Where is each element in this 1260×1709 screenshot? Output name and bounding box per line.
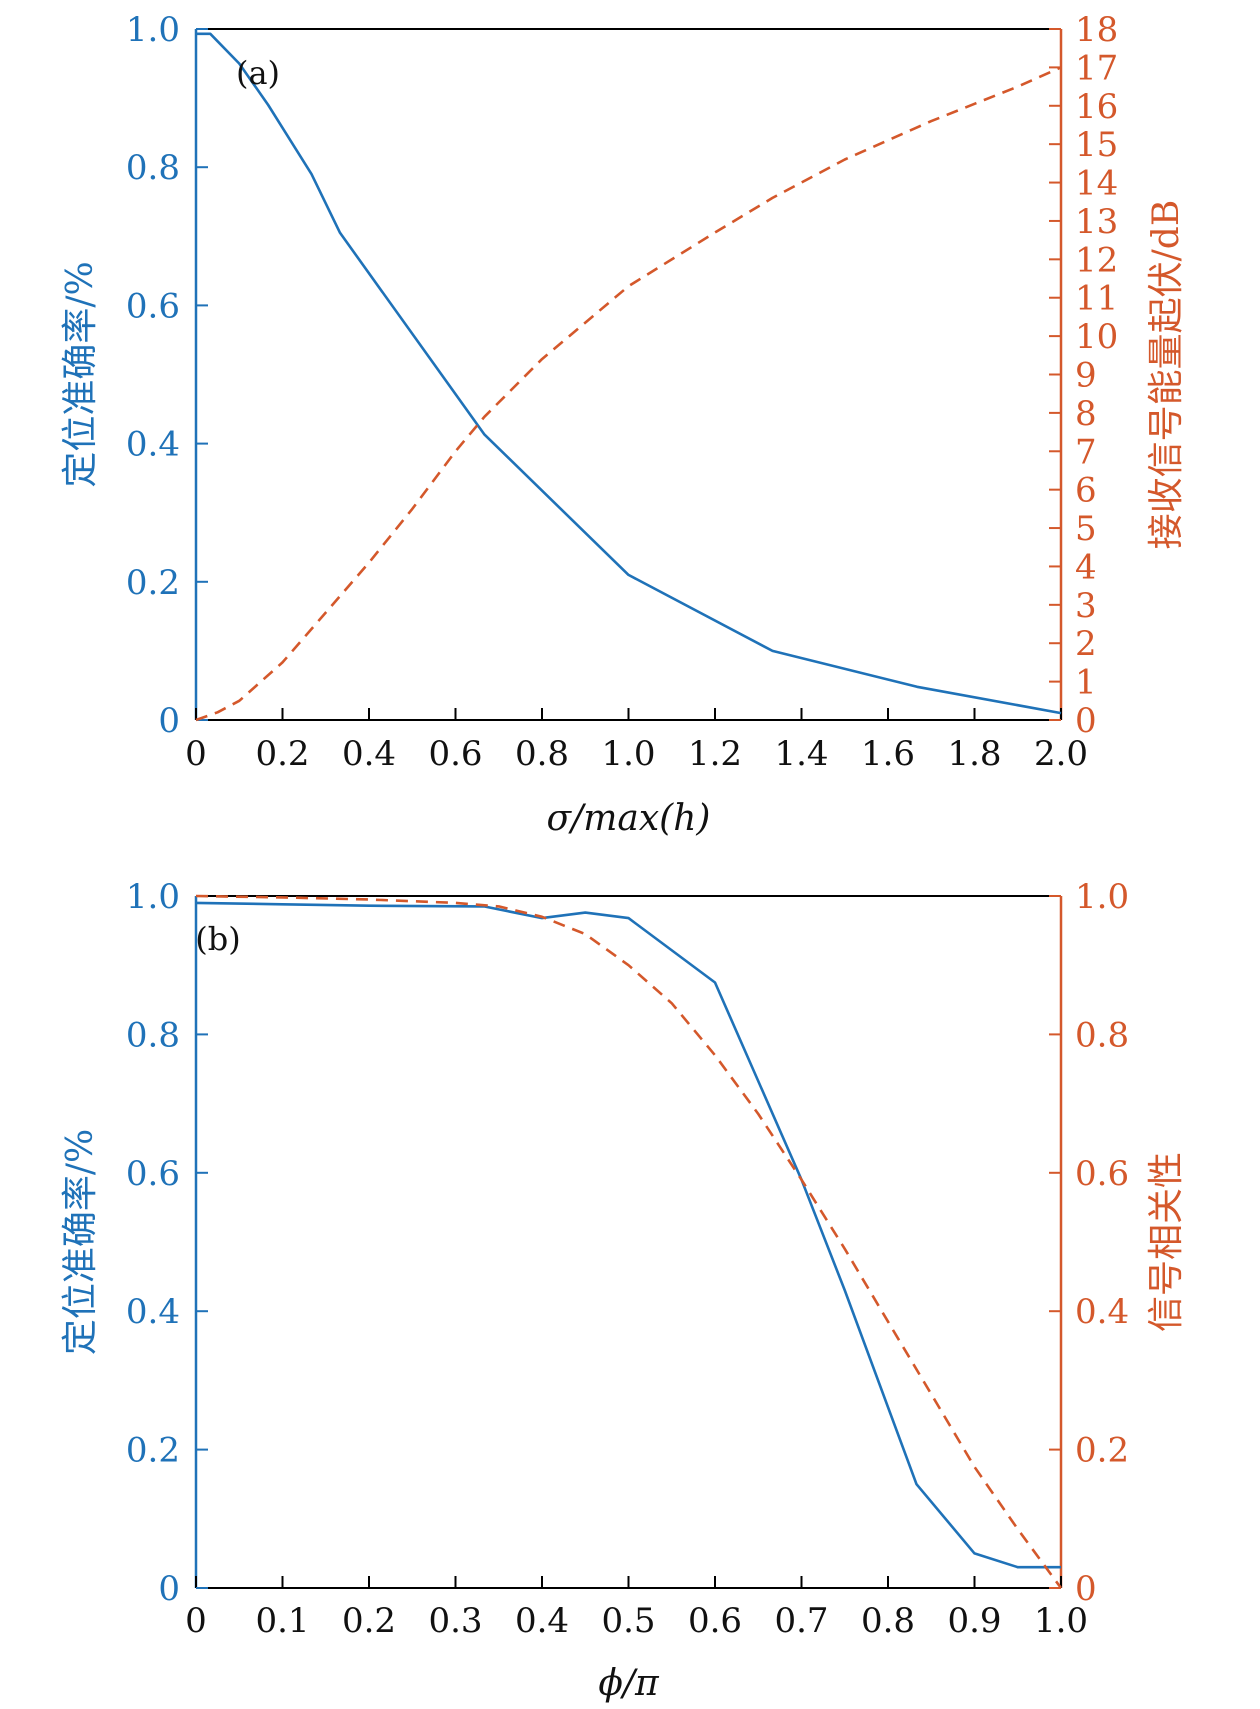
right-y-tick-label: 14 [1075,164,1118,204]
right-y-tick-label: 17 [1075,48,1118,88]
right-y-tick-label: 8 [1075,394,1097,434]
x-tick-label: 0.7 [774,1601,828,1641]
left-y-axis-title: 定位准确率/% [60,1129,101,1355]
x-tick-label: 0.8 [861,1601,915,1641]
right-y-tick-label: 13 [1075,202,1118,242]
x-tick-label: 0 [185,1601,207,1641]
x-tick-label: 0.4 [342,734,396,774]
right-y-tick-label: 16 [1075,87,1118,127]
right-y-axis-title: 信号相关性 [1146,1152,1187,1332]
right-y-tick-label: 0 [1075,1569,1097,1609]
series-line-accuracy [196,32,1062,715]
right-y-tick-label: 1 [1075,663,1097,703]
x-tick-label: 2.0 [1034,734,1088,774]
panel-label: (b) [195,920,240,958]
right-y-tick-label: 7 [1075,432,1097,472]
left-y-tick-label: 0 [158,701,180,741]
left-y-tick-label: 0.8 [126,1015,180,1055]
right-y-axis-title: 接收信号能量起伏/dB [1146,200,1187,550]
left-y-tick-label: 0.6 [126,286,180,326]
left-y-tick-label: 0.4 [126,425,180,465]
right-y-tick-label: 0.8 [1075,1015,1129,1055]
x-tick-label: 0.6 [688,1601,742,1641]
x-axis-title: ϕ/π [598,1663,660,1704]
right-y-tick-label: 1.0 [1075,877,1129,917]
x-tick-label: 0.4 [515,1601,569,1641]
x-tick-label: 0.5 [601,1601,655,1641]
x-tick-label: 1.0 [601,734,655,774]
panel-a: 0 0.2 0.4 0.6 0.8 1.0 1.2 1.4 1.6 1.8 2.000.20.40.… [60,10,1187,839]
x-tick-label: 1.8 [947,734,1001,774]
right-y-tick-label: 11 [1075,279,1118,319]
x-tick-label: 0.6 [428,734,482,774]
right-y-tick-label: 12 [1075,240,1118,280]
right-y-tick-label: 0 [1075,701,1097,741]
right-y-tick-label: 0.6 [1075,1154,1129,1194]
left-y-tick-label: 1.0 [126,877,180,917]
x-tick-label: 1.2 [688,734,742,774]
x-tick-label: 1.4 [774,734,828,774]
x-tick-label: 0.2 [255,734,309,774]
x-tick-label: 1.6 [861,734,915,774]
left-y-tick-label: 0 [158,1569,180,1609]
right-y-tick-label: 9 [1075,356,1097,396]
x-tick-label: 0.1 [255,1601,309,1641]
x-axis-title: σ/max(h) [547,798,711,839]
right-y-tick-label: 5 [1075,509,1097,549]
right-y-tick-label: 0.4 [1075,1292,1129,1332]
left-y-tick-label: 0.8 [126,148,180,188]
left-y-tick-label: 0.2 [126,563,180,603]
left-y-tick-label: 0.6 [126,1154,180,1194]
left-y-tick-label: 0.4 [126,1292,180,1332]
right-y-tick-label: 6 [1075,471,1097,511]
panel-b: 0 0.1 0.2 0.3 0.4 0.5 0.6 0.7 0.8 0.9 1.000.20.40.… [60,877,1187,1704]
x-tick-label: 0.8 [515,734,569,774]
x-tick-label: 1.0 [1034,1601,1088,1641]
right-y-tick-label: 2 [1075,624,1097,664]
x-tick-label: 0.3 [428,1601,482,1641]
left-y-axis-title: 定位准确率/% [60,261,101,487]
series-line-right [195,894,1063,1589]
x-tick-label: 0 [185,734,207,774]
x-tick-label: 0.9 [947,1601,1001,1641]
right-y-tick-label: 0.2 [1075,1431,1129,1471]
right-y-tick-label: 15 [1075,125,1118,165]
series-line-accuracy [195,901,1061,1569]
panel-label: (a) [236,54,280,92]
left-y-tick-label: 0.2 [126,1431,180,1471]
right-y-tick-label: 4 [1075,547,1097,587]
right-y-tick-label: 10 [1075,317,1118,357]
series-line-right [195,66,1062,722]
right-y-tick-label: 18 [1075,10,1118,50]
right-y-tick-label: 3 [1075,586,1097,626]
x-tick-label: 0.2 [342,1601,396,1641]
left-y-tick-label: 1.0 [126,10,180,50]
